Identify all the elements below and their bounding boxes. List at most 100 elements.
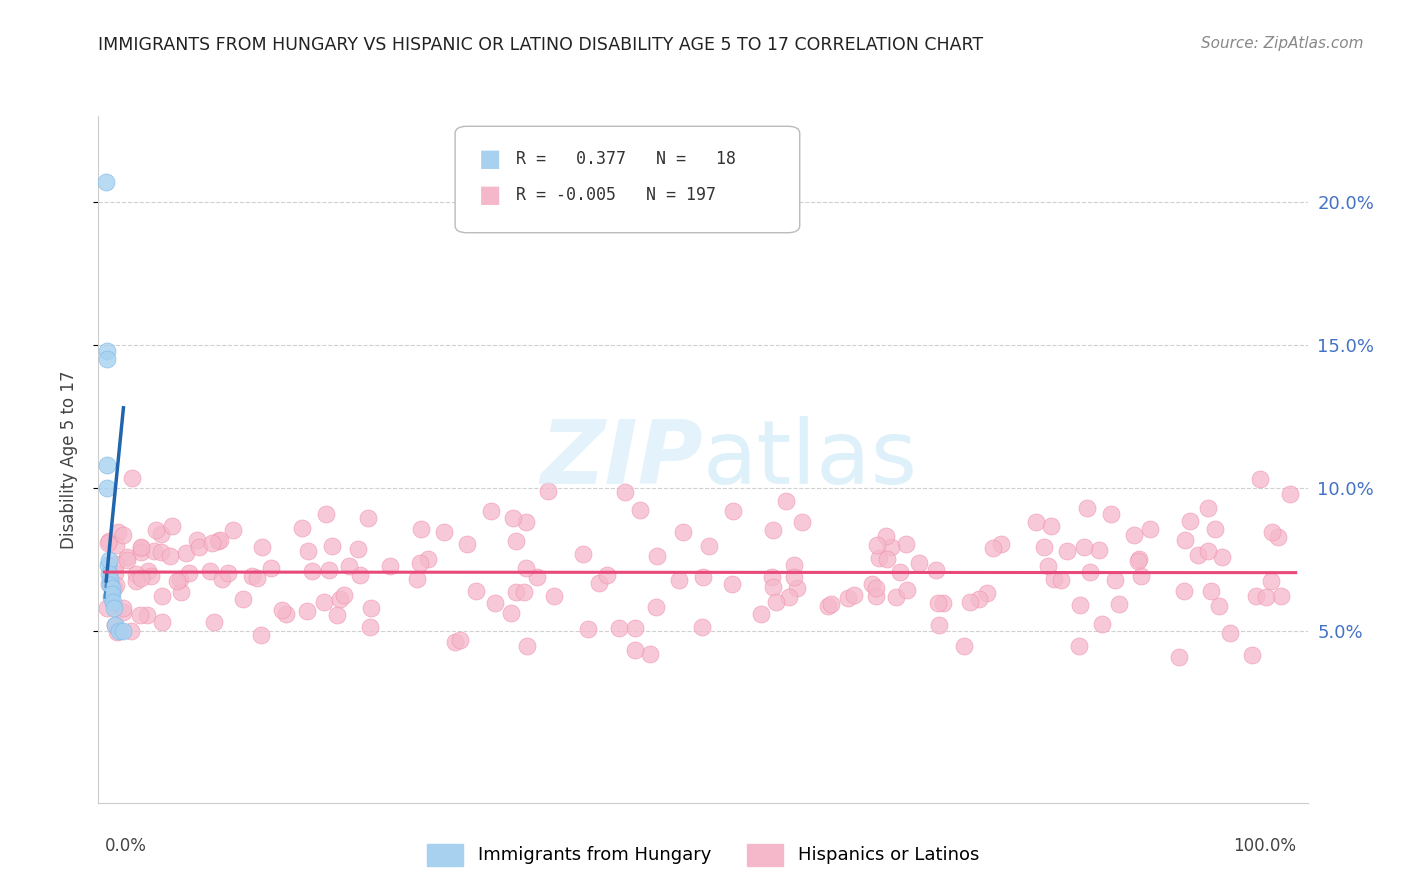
Point [1108,597,1130,611]
Point [860,576,883,591]
Point [97,536,120,550]
Point [96,600,118,615]
Point [96,352,118,367]
Text: Source: ZipAtlas.com: Source: ZipAtlas.com [1201,36,1364,51]
Point [1174,533,1197,547]
Point [1197,544,1219,558]
Point [624,621,647,635]
Point [179,566,201,581]
Point [201,536,224,550]
Point [174,546,197,560]
Point [782,558,804,572]
Point [543,589,565,603]
Point [953,639,976,653]
Point [515,515,537,529]
Point [301,564,323,578]
Point [526,569,548,583]
Point [928,618,950,632]
Point [97,552,120,566]
Point [865,589,887,603]
Point [321,539,343,553]
Point [359,620,381,634]
Point [925,563,948,577]
Point [786,582,808,596]
Point [271,602,294,616]
Point [98,578,121,592]
Point [96,175,118,189]
Point [1025,515,1047,529]
Point [111,601,134,615]
Point [959,595,981,609]
Point [104,577,127,591]
Point [112,624,135,639]
Point [101,595,124,609]
Point [326,608,349,623]
Point [250,540,273,554]
Point [1067,639,1090,653]
Point [337,558,360,573]
Point [100,581,122,595]
Point [1197,501,1219,516]
Point [1039,518,1062,533]
Point [1050,573,1073,587]
Text: atlas: atlas [703,416,918,503]
Y-axis label: Disability Age 5 to 17: Disability Age 5 to 17 [59,370,77,549]
Point [125,567,148,582]
Point [111,527,134,541]
Point [1211,549,1233,564]
Point [409,556,432,570]
Point [103,601,125,615]
Point [762,580,785,594]
Point [143,544,166,558]
Point [645,549,668,563]
Point [1260,574,1282,589]
Point [96,481,118,495]
Point [291,521,314,535]
Legend: Immigrants from Hungary, Hispanics or Latinos: Immigrants from Hungary, Hispanics or La… [420,837,986,872]
Point [1270,589,1292,603]
Point [1219,626,1241,640]
Point [1091,617,1114,632]
Point [1249,472,1271,486]
Point [699,539,721,553]
Point [761,570,783,584]
Point [150,615,173,629]
Point [129,545,152,559]
Point [875,529,897,543]
Point [318,563,340,577]
Point [124,574,146,588]
Point [896,582,918,597]
Point [1168,650,1191,665]
Point [97,558,120,573]
Text: ■: ■ [479,147,502,171]
FancyBboxPatch shape [456,127,800,233]
Point [333,588,356,602]
Point [107,525,129,540]
Point [105,557,128,571]
Point [260,561,283,575]
Point [1076,501,1098,516]
Point [1173,583,1195,598]
Text: ZIP: ZIP [540,416,703,503]
Point [405,572,427,586]
Point [1139,522,1161,536]
Point [186,533,208,547]
Point [976,586,998,600]
Point [104,618,127,632]
Point [150,590,173,604]
Point [1043,572,1066,586]
Point [990,537,1012,551]
Point [668,574,690,588]
Point [416,552,439,566]
Point [624,643,647,657]
Point [880,540,903,554]
Point [981,541,1004,555]
Point [1178,514,1201,528]
Point [104,566,127,580]
Point [149,545,172,559]
Point [349,567,371,582]
Point [537,483,560,498]
Point [1128,551,1150,566]
Point [1056,544,1078,558]
Point [638,647,661,661]
